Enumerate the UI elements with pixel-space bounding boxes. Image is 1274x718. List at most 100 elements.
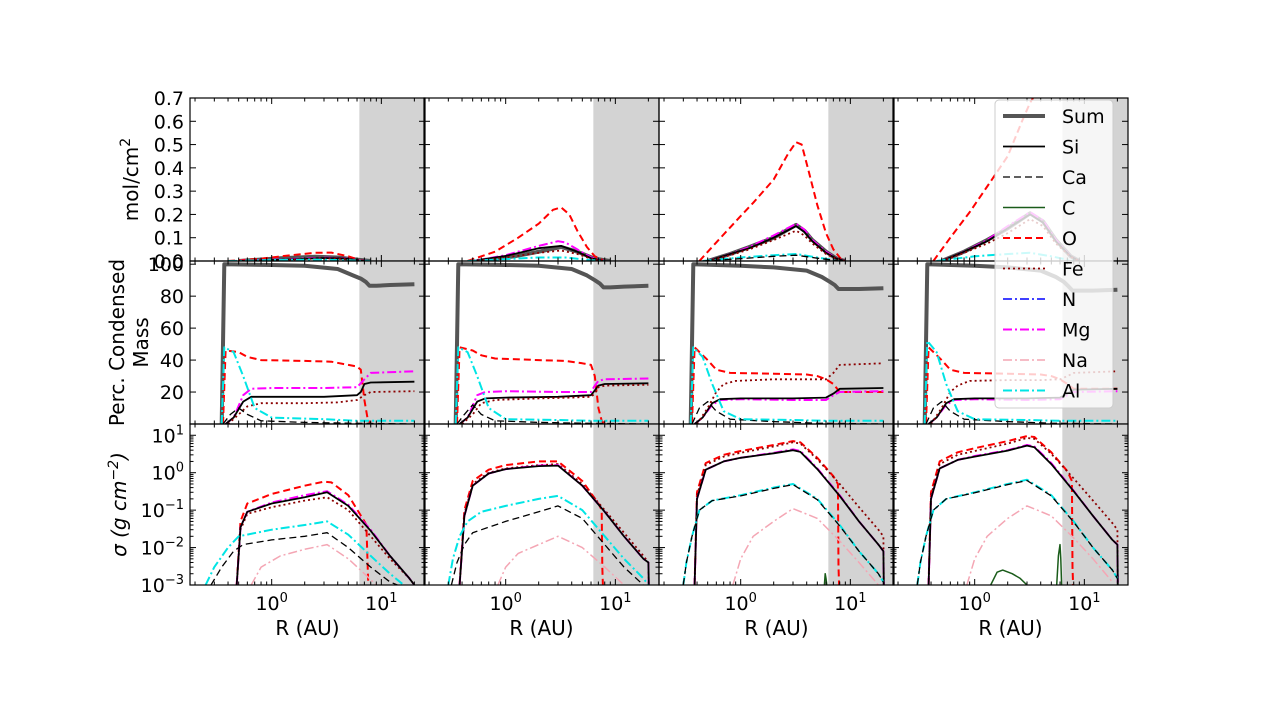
series-line-na	[497, 535, 625, 585]
y-tick-label: 100	[152, 461, 184, 485]
legend-item-na: Na	[1003, 350, 1088, 372]
legend-item-fe: Fe	[1003, 259, 1084, 281]
legend-label: Mg	[1062, 320, 1090, 342]
y-tick-label: 100	[148, 254, 184, 276]
series-line-sum	[219, 262, 415, 424]
shaded-region	[359, 98, 425, 261]
y-tick-label: 10−2	[141, 536, 184, 560]
series-line-ca	[925, 400, 1118, 424]
shaded-region	[828, 98, 894, 261]
y-tick-label: 0.3	[154, 181, 184, 203]
legend-item-sum: Sum	[1003, 106, 1105, 128]
x-tick-label: 101	[1068, 591, 1100, 615]
panel-percent-condensed-col1	[189, 260, 426, 425]
series-line-al	[454, 346, 649, 424]
series-line-c	[990, 569, 1028, 585]
series-line-al	[204, 520, 405, 585]
panel-percent-condensed-col2	[423, 260, 660, 425]
series-line-al	[447, 494, 650, 585]
legend-item-o: O	[1003, 228, 1077, 250]
x-tick-label: 100	[255, 591, 287, 615]
y-ticks	[659, 263, 894, 393]
series-line-al	[220, 346, 415, 424]
series-line-ca	[916, 479, 1118, 585]
series-line-o	[927, 435, 1075, 585]
series-line-o	[467, 206, 606, 261]
series-line-ca	[682, 483, 884, 585]
panel-sigma-col3	[658, 423, 895, 586]
series-line-ca	[702, 254, 840, 261]
legend-label: Fe	[1062, 259, 1084, 281]
panel-sigma-col2	[423, 423, 660, 586]
y-axis-label-percent-line1: Perc. Condensed	[105, 259, 129, 426]
y-tick-label: 60	[160, 318, 184, 340]
legend-label: Na	[1062, 350, 1088, 372]
legend-item-si: Si	[1003, 137, 1079, 159]
y-ticks	[893, 263, 1128, 393]
y-tick-label: 0.5	[154, 135, 184, 157]
legend-item-ca: Ca	[1003, 167, 1087, 189]
series-line-o	[235, 480, 370, 585]
panel-sigma-col4	[892, 423, 1129, 586]
series-line-si	[707, 225, 846, 261]
panel-surface-moles-col1	[189, 97, 426, 262]
series-line-na	[966, 505, 1113, 585]
y-axis-label-sigma: σ (g cm−2)	[106, 452, 131, 557]
series-line-si	[458, 464, 650, 585]
series-line-si	[693, 449, 885, 585]
y-tick-label: 0.2	[154, 204, 184, 226]
y-tick-label: 101	[152, 423, 184, 447]
series-line-o	[222, 349, 372, 424]
x-tick-label: 100	[958, 591, 990, 615]
panel-surface-moles-col2	[423, 97, 660, 262]
y-tick-label: 0.1	[154, 228, 184, 250]
panel-frame	[658, 423, 895, 586]
series-line-ca	[456, 404, 649, 424]
y-tick-label: 0.7	[154, 88, 184, 110]
shaded-region	[593, 424, 659, 585]
series-line-si	[235, 491, 416, 585]
panel-surface-moles-col3	[658, 97, 895, 262]
x-axis-label: R (AU)	[275, 616, 339, 640]
series-line-o	[698, 141, 844, 261]
series-line-fe	[458, 463, 650, 585]
legend-item-c: C	[1003, 198, 1075, 220]
legend-item-mg: Mg	[1003, 320, 1090, 342]
series-line-si	[927, 444, 1119, 585]
legend-label: Al	[1062, 381, 1080, 403]
legend-label: Si	[1062, 137, 1079, 159]
series-line-sum	[688, 262, 884, 424]
series-line-ca	[210, 532, 398, 585]
y-tick-label: 20	[160, 382, 184, 404]
panel-percent-condensed-col3	[658, 260, 895, 425]
series-line-fe	[927, 437, 1119, 585]
y-axis-label-percent-line2: Mass	[129, 317, 153, 367]
shaded-region	[828, 261, 894, 424]
series-line-al	[923, 339, 1118, 424]
y-tick-label: 40	[160, 350, 184, 372]
x-axis-label: R (AU)	[744, 616, 808, 640]
x-axis-label: R (AU)	[509, 616, 573, 640]
legend-label: Ca	[1062, 167, 1087, 189]
y-ticks	[424, 263, 659, 393]
series-line-na	[732, 507, 879, 585]
x-tick-label: 101	[834, 591, 866, 615]
legend-box	[994, 99, 1114, 409]
legend-label: C	[1062, 198, 1075, 220]
series-line-ca	[691, 400, 884, 424]
legend-label: O	[1062, 228, 1077, 250]
y-tick-label: 0.0	[154, 251, 184, 273]
series-line-c	[1055, 543, 1063, 585]
x-tick-label: 101	[599, 591, 631, 615]
panel-frame	[892, 423, 1129, 586]
series-line-al	[702, 253, 840, 261]
y-tick-label: 80	[160, 286, 184, 308]
series-line-al	[689, 346, 884, 424]
panel-frame	[189, 423, 426, 586]
series-line-o	[456, 346, 606, 424]
legend-item-al: Al	[1003, 381, 1080, 403]
series-line-al	[467, 256, 605, 261]
x-tick-label: 101	[365, 591, 397, 615]
